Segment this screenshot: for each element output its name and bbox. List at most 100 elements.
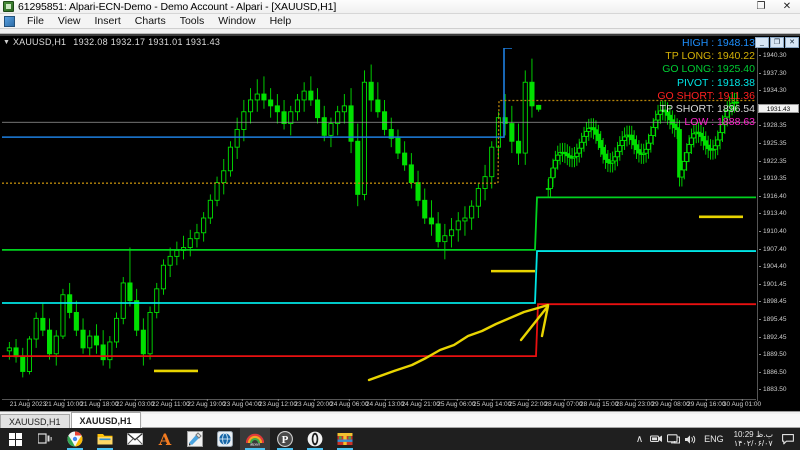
chart-window-controls: _ ❐ ✕ [755,36,800,48]
chart-restore-button[interactable]: ❐ [770,36,784,48]
time-tick: 22 Aug 11:00 [151,399,190,408]
mail-button[interactable] [120,428,150,450]
menu-bar: File View Insert Charts Tools Window Hel… [0,14,800,29]
browser-button[interactable] [210,428,240,450]
time-tick: 23 Aug 12:00 [258,399,298,408]
alpari-mt4-button[interactable]: alpari [240,428,270,450]
chrome-button[interactable] [60,428,90,450]
language-indicator[interactable]: ENG [704,434,724,444]
mail-icon [127,433,143,445]
chart-plot-area[interactable] [2,48,756,401]
start-button[interactable] [0,428,30,450]
system-tray: ∧ [631,428,800,450]
chevron-down-icon[interactable]: ▼ [3,38,10,46]
menu-item-view[interactable]: View [57,14,81,27]
candlestick-series [6,58,740,378]
minimize-button[interactable] [722,0,748,14]
price-tick: 1937.30 [759,69,800,78]
opera-icon [307,431,323,447]
time-tick: 30 Aug 01:00 [722,399,762,408]
opera-button[interactable] [300,428,330,450]
time-tick: 29 Aug 16:00 [687,399,726,408]
chart-ohlc-values: 1932.08 1932.17 1931.01 1931.43 [73,37,221,47]
globe-icon [217,431,233,447]
maximize-icon[interactable]: ❐ [756,1,766,12]
close-icon[interactable]: ✕ [782,1,792,12]
task-view-icon [38,433,52,444]
tab-bar-spacer [141,414,800,428]
network-icon[interactable] [648,428,665,450]
time-scale[interactable]: 21 Aug 2023 21 Aug 10:00 21 Aug 18:00 22 Au… [2,399,761,411]
price-tick: 1886.50 [759,368,800,377]
menu-item-tools[interactable]: Tools [179,14,205,27]
time-tick: 24 Aug 21:00 [401,399,440,408]
time-tick: 25 Aug 06:00 [437,399,476,408]
acrobat-button[interactable]: A [150,428,180,450]
task-view-button[interactable] [30,428,60,450]
volume-icon[interactable] [682,428,699,450]
clock[interactable]: 10:29 ب.ظ ۱۴۰۲/۰۶/۰۷ [729,430,778,449]
time-tick: 29 Aug 08:00 [651,399,690,408]
window-title: 61295851: Alpari-ECN-Demo - Demo Account… [18,0,337,13]
chart-close-button[interactable]: ✕ [785,36,799,48]
window-controls: ❐ ✕ [722,0,800,14]
show-hidden-icons-icon[interactable]: ∧ [635,433,644,445]
p-app-button[interactable]: P [270,428,300,450]
price-tick: 1922.35 [759,157,800,166]
action-center-icon[interactable] [778,428,798,450]
menu-item-insert[interactable]: Insert [94,14,121,27]
alpari-icon: alpari [246,433,264,446]
price-tick: 1913.40 [759,209,800,218]
price-tick: 1901.45 [759,280,800,289]
chart-tab-1[interactable]: XAUUSD,H1 [0,414,70,428]
price-tick: 1916.40 [759,192,800,201]
paint-icon [187,431,203,447]
menu-item-file[interactable]: File [27,14,44,27]
svg-text:alpari: alpari [250,442,260,446]
price-tick: 1898.45 [759,297,800,306]
price-scale[interactable]: 1940.301937.301934.301931.301928.351925.… [757,48,800,401]
clock-time: 10:29 ب.ظ [733,429,773,439]
chart-window-icon [4,15,15,27]
chart-symbol-period: XAUUSD,H1 [12,37,67,47]
time-tick: 24 Aug 06:00 [330,399,369,408]
chart-tab-2[interactable]: XAUUSD,H1 [70,412,141,428]
time-tick: 23 Aug 04:00 [223,399,262,408]
current-price-label: 1931.43 [758,103,799,113]
letter-a-icon: A [158,431,172,447]
svg-text:P: P [282,434,289,446]
winrar-button[interactable] [330,428,360,450]
price-tick: 1940.30 [759,51,800,60]
price-tick: 1883.50 [759,385,800,394]
price-tick: 1910.40 [759,227,800,236]
price-tick: 1889.50 [759,350,800,359]
paint-button[interactable] [180,428,210,450]
chrome-icon [67,431,83,447]
time-tick: 24 Aug 13:00 [365,399,405,408]
chart-window: ▼ XAUUSD,H1 1932.08 1932.17 1931.01 1931… [0,34,800,411]
chart-minimize-button[interactable]: _ [755,36,769,48]
monitor-icon[interactable] [665,428,682,450]
time-tick: 22 Aug 03:00 [115,399,155,408]
menu-item-window[interactable]: Window [218,14,256,27]
price-tick: 1895.45 [759,315,800,324]
price-tick: 1892.45 [759,333,800,342]
windows-taskbar: A alpari [0,428,800,450]
letter-p-icon: P [277,431,293,447]
title-bar: 61295851: Alpari-ECN-Demo - Demo Account… [0,0,800,14]
time-tick: 28 Aug 15:00 [580,399,619,408]
time-tick: 21 Aug 2023 [9,399,47,408]
price-tick: 1904.40 [759,262,800,271]
menu-item-help[interactable]: Help [269,14,292,27]
folder-icon [97,434,113,445]
file-explorer-button[interactable] [90,428,120,450]
indicator-overlays [2,48,756,382]
time-tick: 21 Aug 18:00 [80,399,119,408]
clock-date: ۱۴۰۲/۰۶/۰۷ [733,439,773,448]
time-tick: 21 Aug 10:00 [44,399,83,408]
price-tick: 1925.35 [759,139,800,148]
chart-tab-bar: XAUUSD,H1 XAUUSD,H1 [0,411,800,428]
menu-item-charts[interactable]: Charts [134,14,166,27]
time-tick: 28 Aug 07:00 [544,399,583,408]
